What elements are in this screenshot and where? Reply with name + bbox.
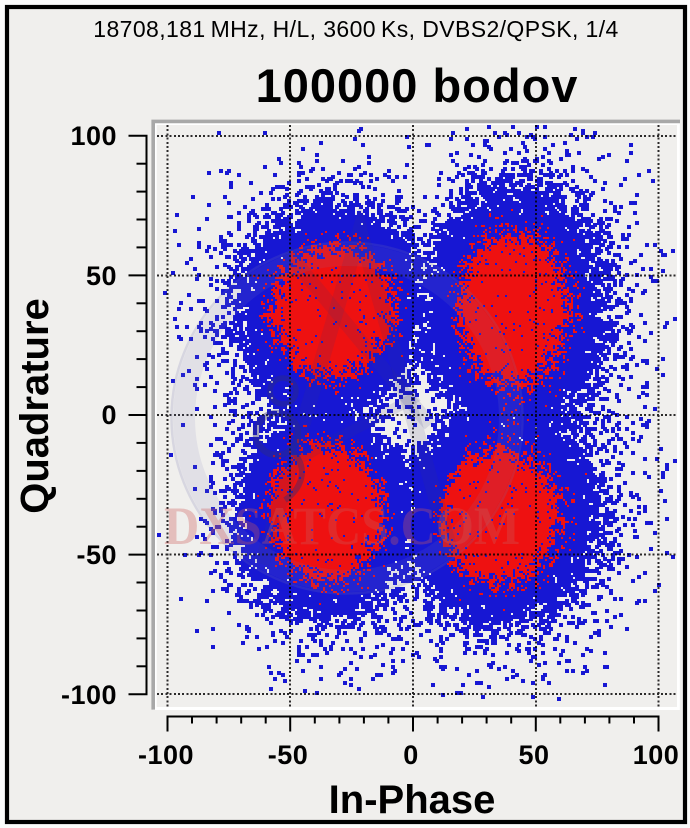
svg-text:100: 100 xyxy=(633,740,680,770)
svg-text:-50: -50 xyxy=(76,540,117,570)
svg-text:0: 0 xyxy=(101,400,117,430)
svg-text:Quadrature: Quadrature xyxy=(13,298,57,514)
svg-text:18708,181 MHz, H/L, 3600 Ks, D: 18708,181 MHz, H/L, 3600 Ks, DVBS2/QPSK,… xyxy=(93,16,618,42)
svg-text:100: 100 xyxy=(70,121,117,151)
svg-text:-50: -50 xyxy=(268,740,309,770)
svg-text:50: 50 xyxy=(518,740,549,770)
svg-text:50: 50 xyxy=(86,261,117,291)
svg-text:DXSATCS.COM: DXSATCS.COM xyxy=(164,496,520,556)
svg-text:100000 bodov: 100000 bodov xyxy=(256,59,579,112)
svg-text:In-Phase: In-Phase xyxy=(329,778,496,822)
svg-text:0: 0 xyxy=(403,740,419,770)
svg-text:-100: -100 xyxy=(61,680,117,710)
svg-text:-100: -100 xyxy=(138,740,194,770)
